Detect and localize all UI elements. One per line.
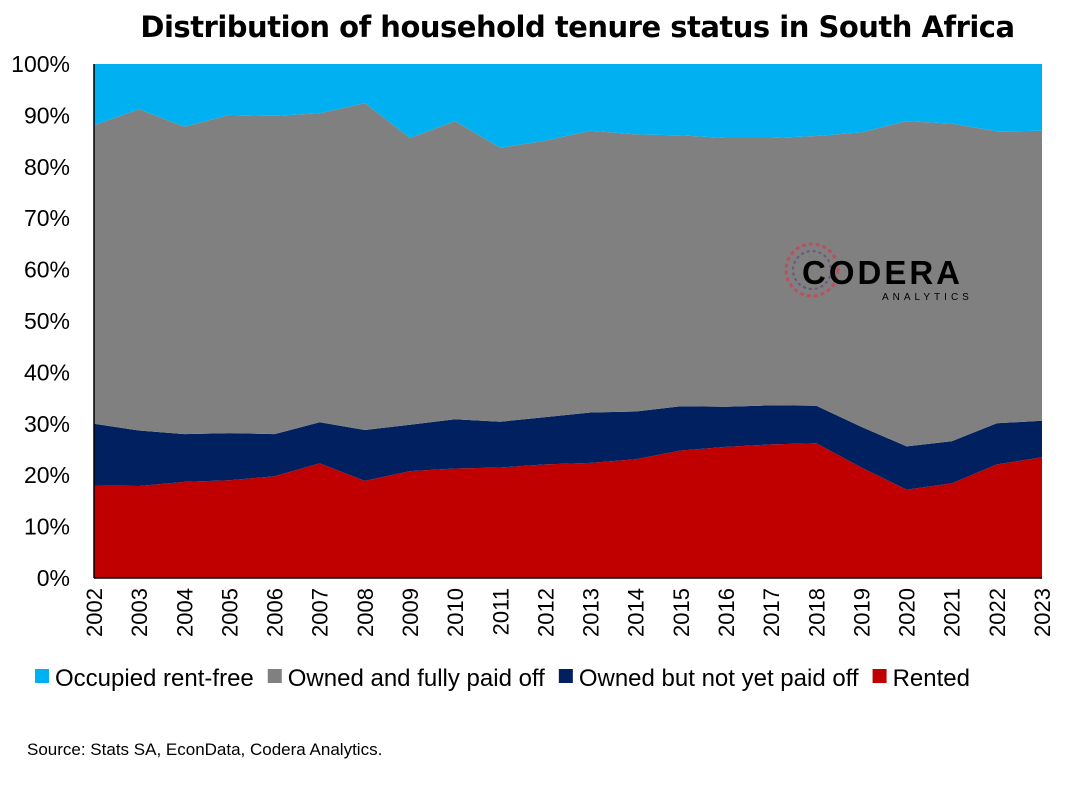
- y-tick-labels: 0% 10% 20% 30% 40% 50% 60% 70% 80% 90% 100%: [11, 51, 70, 591]
- y-tick-label: 80%: [24, 154, 70, 180]
- x-tick-label: 2019: [849, 588, 874, 637]
- y-tick-label: 90%: [24, 102, 70, 128]
- x-tick-label: 2017: [759, 588, 784, 637]
- x-tick-label: 2023: [1030, 588, 1055, 637]
- x-tick-labels: 2002 2003 2004 2005 2006 2007 2008 2009 2010 2011…: [82, 588, 1055, 637]
- legend-label: Owned and fully paid off: [288, 665, 545, 692]
- area-owned-and-fully-paid-off: [94, 103, 1042, 447]
- y-tick-label: 0%: [37, 565, 70, 591]
- x-tick-label: 2020: [895, 588, 920, 637]
- y-tick-label: 40%: [24, 359, 70, 385]
- x-tick-label: 2016: [714, 588, 739, 637]
- x-tick-label: 2003: [127, 588, 152, 637]
- area-rented: [94, 443, 1042, 578]
- legend: Occupied rent-free Owned and fully paid o…: [35, 665, 970, 692]
- logo-inner-ring-icon: [792, 250, 832, 290]
- logo-subtitle: ANALYTICS: [882, 292, 973, 303]
- legend-item-owned-but-not-yet-paid-off: Owned but not yet paid off: [558, 665, 859, 692]
- x-tick-label: 2002: [82, 588, 107, 637]
- x-tick-label: 2007: [308, 588, 333, 637]
- x-tick-label: 2008: [353, 588, 378, 637]
- legend-label: Occupied rent-free: [55, 665, 254, 692]
- legend-item-owned-and-fully-paid-off: Owned and fully paid off: [267, 665, 545, 692]
- y-tick-label: 20%: [24, 462, 70, 488]
- x-tick-label: 2013: [579, 588, 604, 637]
- legend-label: Owned but not yet paid off: [579, 665, 859, 692]
- x-tick-label: 2011: [488, 588, 513, 635]
- y-tick-label: 30%: [24, 411, 70, 437]
- codera-logo: CODERA ANALYTICS: [784, 242, 973, 303]
- x-tick-label: 2018: [804, 588, 829, 637]
- legend-label: Rented: [893, 665, 970, 692]
- x-tick-label: 2009: [398, 588, 423, 637]
- x-tick-label: 2010: [443, 588, 468, 637]
- logo-ring-icon: [784, 242, 840, 298]
- x-tick-label: 2005: [217, 588, 242, 637]
- legend-item-rented: Rented: [872, 665, 970, 692]
- legend-swatch: [872, 669, 887, 683]
- legend-swatch: [35, 669, 49, 683]
- legend-swatch: [267, 669, 282, 683]
- y-tick-label: 100%: [11, 51, 70, 77]
- y-tick-label: 50%: [24, 308, 70, 334]
- y-tick-label: 10%: [24, 514, 70, 540]
- axes-group: [93, 64, 1042, 579]
- x-tick-label: 2006: [263, 588, 288, 637]
- area-occupied-rent-free: [94, 64, 1042, 148]
- legend-swatch: [558, 669, 573, 683]
- chart-title: Distribution of household tenure status …: [140, 10, 1015, 44]
- x-tick-label: 2004: [172, 588, 197, 637]
- x-tick-label: 2022: [985, 588, 1010, 637]
- x-tick-label: 2014: [624, 588, 649, 637]
- x-tick-label: 2015: [669, 588, 694, 637]
- y-tick-label: 70%: [24, 205, 70, 231]
- area-series-group: [94, 64, 1042, 578]
- y-tick-label: 60%: [24, 257, 70, 283]
- x-tick-label: 2012: [533, 588, 558, 637]
- legend-item-occupied-rent-free: Occupied rent-free: [35, 665, 254, 692]
- x-tick-label: 2021: [940, 588, 965, 637]
- source-note: Source: Stats SA, EconData, Codera Analy…: [27, 740, 383, 759]
- logo-wordmark: CODERA: [802, 254, 963, 291]
- area-owned-but-not-yet-paid-off: [94, 405, 1042, 490]
